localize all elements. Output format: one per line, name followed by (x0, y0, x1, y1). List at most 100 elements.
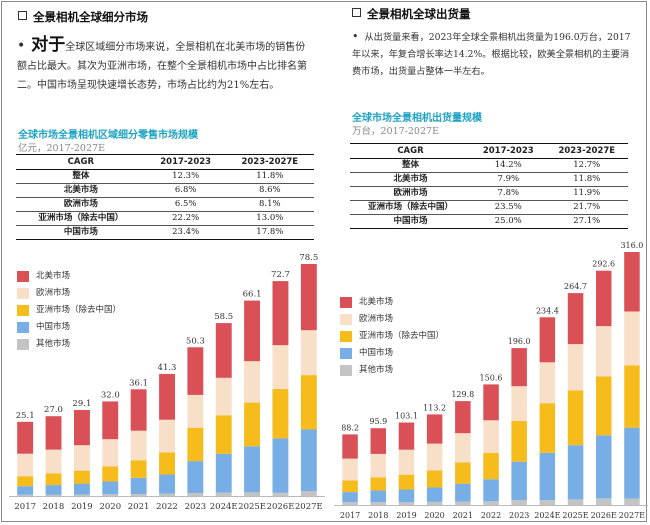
bar-segment-europe (483, 420, 499, 453)
legend-swatch (340, 314, 352, 325)
table-cell: 6.8% (145, 183, 226, 198)
bar-segment-north-america (244, 300, 260, 362)
checkbox-icon (18, 11, 27, 20)
right-cagr-table: CAGR 2017-2023 2023-2027E 整体 14.2% 12.7% 北美市场 7… (350, 143, 628, 229)
bar-segment-north-america (130, 389, 147, 431)
bar-segment-north-america (74, 410, 90, 446)
table-cell: 12.3% (145, 169, 226, 184)
bar-segment-china (539, 452, 556, 500)
legend-swatch (17, 305, 29, 316)
left-body: • 对于全球区域细分市场来说，全景相机在北美市场的销售份额占比最大。其次为亚洲市场… (17, 36, 309, 95)
x-tick-label: 2018 (368, 511, 388, 520)
legend-item: 亚洲市场（除去中国） (340, 331, 444, 348)
legend-item: 北美市场 (340, 297, 444, 314)
x-tick-label: 2017 (14, 502, 36, 512)
right-body-text: 从出货量来看，2023年全球全景相机出货量为196.0万台，2017年以来，年复… (352, 32, 631, 77)
x-tick-label: 2021 (128, 502, 150, 512)
bar-segment-north-america (187, 347, 204, 395)
table-row-label: 亚洲市场（除去中国） (350, 200, 471, 215)
table-cell: 25.0% (470, 214, 546, 229)
legend-item: 中国市场 (17, 322, 121, 339)
bar-segment-other (567, 499, 584, 505)
table-cell: 7.8% (470, 186, 546, 201)
bar-total-label: 27.0 (44, 405, 63, 415)
table-row: 中国市场 25.0% 27.1% (350, 214, 628, 229)
bar-segment-north-america (426, 414, 443, 444)
bar-segment-other (539, 500, 556, 505)
table-row-label: 中国市场 (350, 214, 471, 229)
bar-segment-europe (215, 377, 232, 416)
bar-segment-europe (130, 430, 147, 461)
x-tick-label: 2023 (509, 511, 529, 520)
bar-segment-europe (398, 449, 415, 475)
table-row: 整体 14.2% 12.7% (350, 158, 628, 173)
bar-segment-china (300, 429, 317, 491)
bar-segment-other (17, 494, 34, 496)
bar-segment-other (455, 501, 471, 505)
legend-item: 北美市场 (17, 271, 121, 288)
bar-segment-asia-ex-china (45, 473, 62, 485)
right-chart-subtitle: 万台，2017-2027E (352, 126, 439, 137)
table-cell: 11.8% (545, 172, 628, 187)
bar-total-label: 129.8 (451, 390, 474, 399)
left-body-lead: 对于 (31, 35, 66, 55)
x-tick-label: 2024E (210, 502, 238, 512)
bar-segment-north-america (215, 323, 232, 378)
table-row-label: 欧洲市场 (350, 186, 471, 201)
x-tick-label: 2022 (156, 502, 178, 512)
table-row: 欧洲市场 6.5% 8.1% (16, 197, 314, 212)
bar-segment-asia-ex-china (300, 375, 317, 430)
bar-segment-asia-ex-china (342, 480, 358, 493)
bar-segment-asia-ex-china (272, 389, 289, 439)
legend-label: 欧洲市场 (36, 288, 71, 298)
table-row: 欧洲市场 7.8% 11.9% (350, 186, 628, 201)
bar-total-label: 36.1 (129, 378, 148, 388)
bullet-icon: • (352, 30, 359, 43)
legend-swatch (340, 297, 352, 308)
table-cell: 22.2% (145, 211, 226, 226)
bar-segment-europe (596, 326, 612, 377)
bar-segment-asia-ex-china (159, 452, 175, 475)
legend-label: 北美市场 (359, 297, 394, 307)
x-tick-label: 2020 (424, 511, 444, 520)
bar-segment-other (45, 494, 62, 496)
bar-segment-europe (342, 458, 358, 481)
bar-segment-china (342, 492, 358, 503)
checkbox-icon (352, 8, 361, 17)
bar-total-label: 32.0 (101, 390, 120, 400)
table-cell: 8.1% (225, 197, 314, 212)
bar-segment-asia-ex-china (511, 420, 527, 462)
bullet-icon: • (17, 38, 26, 54)
right-legend: 北美市场 欧洲市场 亚洲市场（除去中国） 中国市场 其他市场 (340, 297, 444, 382)
table-cell: 23.5% (470, 200, 546, 215)
bar-segment-europe (244, 361, 260, 403)
bar-segment-asia-ex-china (17, 476, 34, 487)
bar-total-label: 58.5 (214, 312, 233, 322)
legend-swatch (17, 288, 29, 299)
table-cell: 13.0% (225, 211, 314, 226)
bar-segment-other (624, 498, 640, 505)
bar-segment-china (624, 427, 640, 499)
bar-segment-europe (455, 433, 471, 463)
table-cell: 8.6% (225, 183, 314, 198)
bar-segment-china (511, 461, 527, 501)
bar-segment-other (244, 492, 260, 496)
table-header-cell: CAGR (16, 154, 146, 170)
bar-segment-north-america (300, 264, 317, 331)
bar-segment-other (398, 502, 415, 505)
bar-segment-china (483, 479, 499, 502)
table-row-label: 欧洲市场 (16, 197, 146, 212)
right-panel: 全景相机全球出货量 • 从出货量来看，2023年全球全景相机出货量为196.0万台… (330, 0, 650, 525)
legend-label: 其他市场 (359, 365, 394, 375)
table-row: 北美市场 7.9% 11.8% (350, 172, 628, 187)
bar-total-label: 113.2 (423, 403, 446, 412)
bar-segment-europe (74, 445, 90, 471)
legend-label: 中国市场 (359, 348, 394, 358)
table-cell: 6.5% (145, 197, 226, 212)
bar-segment-china (215, 453, 232, 493)
bar-total-label: 103.1 (395, 412, 418, 421)
bar-segment-asia-ex-china (567, 390, 584, 446)
bar-total-label: 41.3 (158, 363, 177, 373)
bar-segment-china (244, 446, 260, 493)
bar-segment-north-america (539, 317, 556, 363)
